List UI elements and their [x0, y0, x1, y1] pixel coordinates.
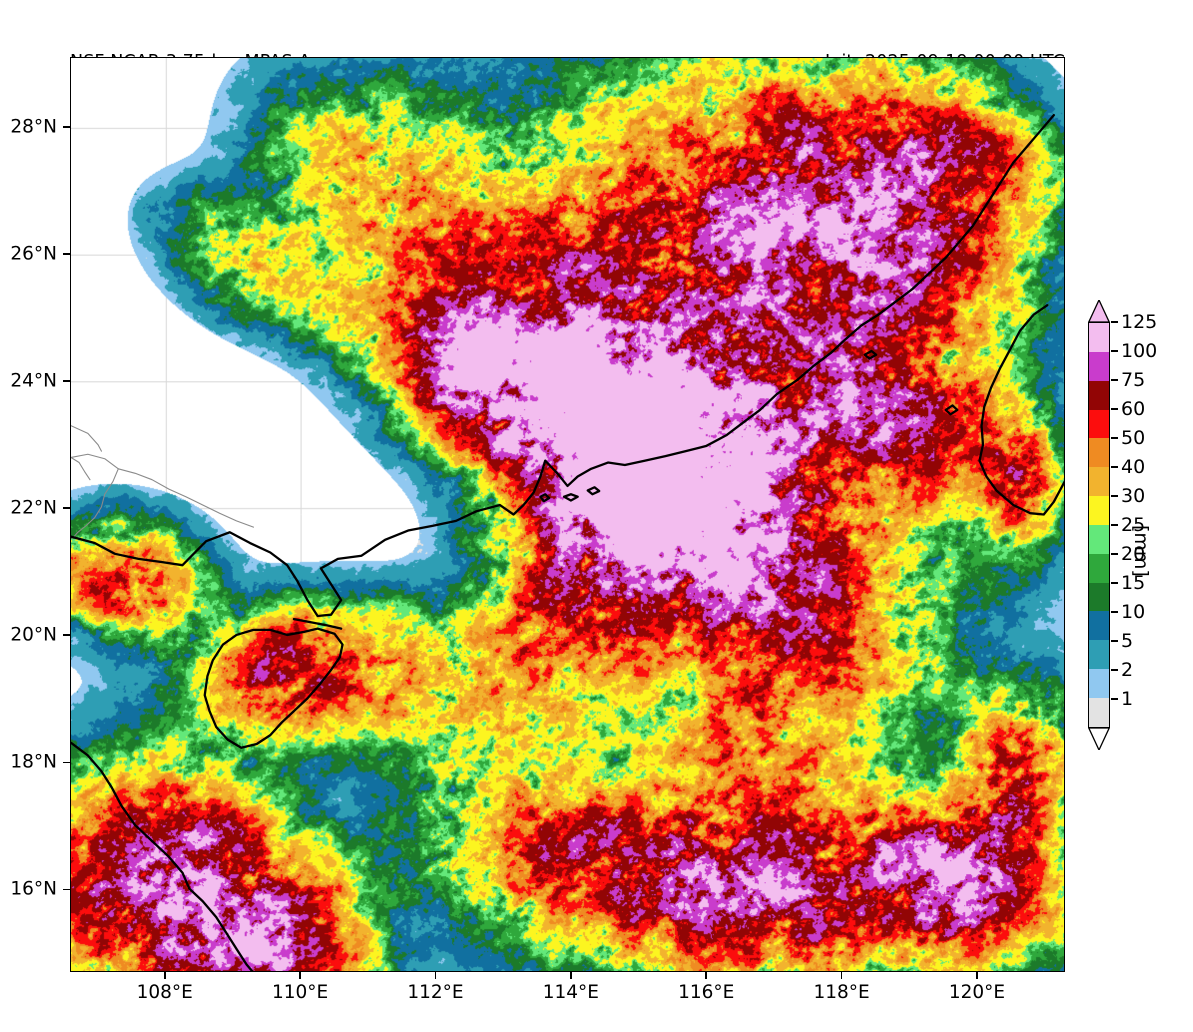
lat-tick-label: 18°N — [10, 751, 57, 773]
lat-tick-mark — [63, 761, 70, 764]
coastline-path — [863, 349, 878, 360]
lon-tick-label: 112°E — [407, 982, 464, 1003]
lat-tick-mark — [63, 507, 70, 509]
coastline-path — [539, 493, 551, 503]
national-border-line — [71, 456, 91, 481]
national-border-line — [71, 425, 102, 452]
lon-tick-label: 114°E — [542, 982, 599, 1003]
colorbar-tick-label: 15 — [1121, 572, 1146, 594]
national-border-line — [117, 468, 254, 528]
colorbar-tick-mark — [1111, 379, 1118, 381]
lon-tick-label: 120°E — [948, 982, 1006, 1003]
colorbar-band — [1089, 553, 1109, 583]
lon-tick-mark — [705, 972, 708, 979]
colorbar-tick-mark — [1111, 582, 1118, 584]
colorbar-tick-mark — [1111, 640, 1118, 642]
colorbar-band — [1089, 438, 1109, 468]
colorbar-tick-label: 60 — [1121, 398, 1146, 420]
coastline-path — [71, 741, 254, 971]
lat-tick-label: 28°N — [10, 116, 57, 138]
coastline-path — [292, 617, 343, 630]
colorbar[interactable] — [1088, 300, 1110, 750]
colorbar-band — [1089, 380, 1109, 410]
colorbar-tick-label: 25 — [1121, 514, 1146, 536]
national-border-line — [71, 453, 119, 540]
lat-tick-mark — [63, 126, 70, 128]
lat-tick-label: 24°N — [10, 370, 57, 392]
coastline-path — [980, 304, 1049, 446]
colorbar-bands — [1088, 322, 1110, 728]
lon-tick-mark — [570, 972, 572, 979]
colorbar-tick-label: 10 — [1121, 601, 1146, 623]
colorbar-tick-mark — [1111, 553, 1118, 555]
map-overlay-vectors — [71, 113, 1064, 971]
coastline-path — [586, 486, 601, 496]
coastline-path — [978, 443, 1064, 516]
colorbar-band — [1089, 351, 1109, 381]
colorbar-tick-mark — [1111, 495, 1118, 497]
lon-tick-mark — [976, 972, 978, 979]
colorbar-tick-mark — [1111, 669, 1118, 671]
lon-tick-mark — [299, 972, 301, 979]
colorbar-band — [1089, 467, 1109, 497]
colorbar-tick-mark — [1111, 524, 1118, 526]
colorbar-band — [1089, 524, 1109, 554]
colorbar-tick-label: 5 — [1121, 630, 1134, 652]
lat-tick-mark — [63, 380, 70, 382]
colorbar-tick-label: 50 — [1121, 427, 1146, 449]
lat-tick-label: 16°N — [10, 878, 57, 900]
lat-tick-mark — [63, 888, 70, 891]
colorbar-tick-mark — [1111, 698, 1118, 700]
colorbar-tick-label: 75 — [1121, 369, 1146, 391]
colorbar-tick-label: 30 — [1121, 485, 1146, 507]
colorbar-tick-mark — [1111, 466, 1118, 468]
lon-tick-label: 110°E — [272, 982, 329, 1003]
lon-tick-mark — [840, 972, 843, 979]
lon-tick-label: 108°E — [136, 982, 193, 1003]
colorbar-band — [1089, 409, 1109, 439]
colorbar-band — [1089, 323, 1109, 352]
lat-tick-mark — [63, 253, 70, 255]
precipitation-field-raster — [71, 58, 1064, 971]
colorbar-tick-label: 2 — [1121, 659, 1134, 681]
colorbar-tick-label: 20 — [1121, 543, 1146, 565]
colorbar-tick-mark — [1111, 611, 1118, 613]
colorbar-tick-label: 125 — [1121, 311, 1158, 333]
colorbar-tick-label: 40 — [1121, 456, 1146, 478]
colorbar-band — [1089, 611, 1109, 641]
colorbar-tick-mark — [1111, 408, 1118, 410]
lon-tick-label: 118°E — [813, 982, 870, 1003]
lon-tick-label: 116°E — [678, 982, 735, 1003]
coastline-path — [71, 113, 1055, 618]
colorbar-tick-mark — [1111, 321, 1118, 323]
precipitation-map-plot[interactable] — [70, 57, 1065, 972]
colorbar-band — [1089, 697, 1109, 727]
colorbar-tick-label: 100 — [1121, 340, 1158, 362]
lat-tick-label: 20°N — [10, 624, 57, 646]
coastline-path — [944, 404, 959, 416]
colorbar-tick-mark — [1111, 437, 1118, 439]
colorbar-band — [1089, 640, 1109, 670]
colorbar-band — [1089, 669, 1109, 698]
colorbar-tick-mark — [1111, 350, 1118, 352]
coastline-path — [562, 493, 579, 502]
colorbar-band — [1089, 496, 1109, 525]
lat-tick-label: 26°N — [10, 243, 57, 265]
colorbar-band — [1089, 582, 1109, 612]
lat-tick-mark — [63, 634, 70, 637]
coastline-path — [203, 627, 344, 749]
colorbar-unit-label: [mm] — [1130, 525, 1152, 577]
colorbar-over-arrow — [1088, 300, 1110, 323]
lat-tick-label: 22°N — [10, 497, 57, 519]
colorbar-under-arrow — [1088, 727, 1110, 750]
colorbar-tick-label: 1 — [1121, 688, 1134, 710]
lon-tick-mark — [434, 972, 437, 979]
lon-tick-mark — [163, 972, 166, 979]
